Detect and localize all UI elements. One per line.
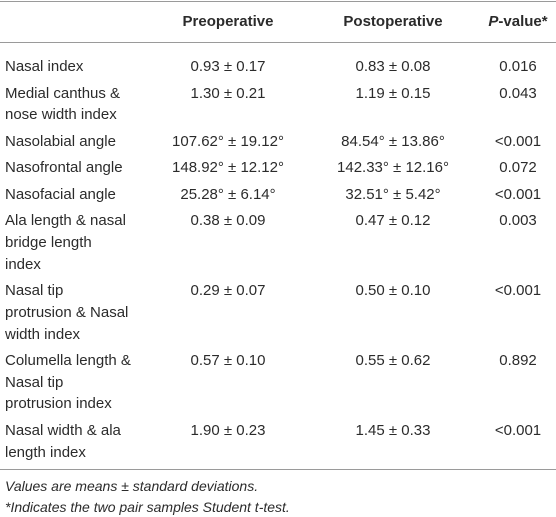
p-value: 0.003: [499, 212, 537, 230]
postoperative-value: 0.47 ± 0.12: [355, 212, 431, 230]
postoperative-value: 1.45 ± 0.33: [355, 421, 431, 439]
preoperative-value: 0.93 ± 0.17: [190, 58, 266, 75]
p-value: <0.001: [494, 282, 542, 300]
preoperative-value: 0.57 ± 0.10: [190, 352, 266, 369]
header-p-value: P-value*: [488, 12, 547, 32]
row-label: Nasofacial angle: [5, 185, 116, 203]
row-label: Nasal tip: [5, 282, 64, 300]
row-label: bridge length: [5, 233, 92, 251]
row-label: Columella length &: [5, 352, 131, 369]
header-p-rest: -value*: [498, 13, 548, 30]
p-value: <0.001: [494, 132, 542, 150]
postoperative-value: 0.50 ± 0.10: [355, 282, 431, 300]
row-label: Nasolabial angle: [5, 132, 116, 150]
preoperative-value: 148.92° ± 12.12°: [172, 159, 284, 177]
bottom-rule: [0, 469, 556, 470]
row-label: Nasal index: [5, 58, 84, 75]
postoperative-value: 0.83 ± 0.08: [355, 58, 431, 75]
row-label: nose width index: [5, 106, 117, 124]
p-value: 0.043: [499, 84, 537, 102]
header-rule: [0, 42, 556, 43]
preoperative-value: 1.90 ± 0.23: [190, 421, 266, 439]
preoperative-value: 107.62° ± 19.12°: [172, 132, 284, 150]
row-label: length index: [5, 443, 86, 461]
header-p-italic: P: [488, 13, 499, 30]
row-label: index: [5, 255, 41, 273]
p-value: 0.016: [499, 58, 537, 75]
row-label: Nasal tip: [5, 373, 64, 391]
header-postoperative: Postoperative: [343, 13, 443, 30]
postoperative-value: 32.51° ± 5.42°: [345, 185, 441, 203]
p-value: 0.072: [499, 159, 537, 177]
top-rule: [0, 1, 556, 2]
row-label: protrusion & Nasal: [5, 303, 129, 321]
p-value: 0.892: [499, 352, 537, 369]
postoperative-value: 142.33° ± 12.16°: [337, 159, 449, 177]
row-label: width index: [5, 325, 81, 343]
row-label: Ala length & nasal: [5, 212, 126, 230]
preoperative-value: 1.30 ± 0.21: [190, 84, 266, 102]
p-value: <0.001: [494, 421, 542, 439]
postoperative-value: 0.55 ± 0.62: [355, 352, 431, 369]
preoperative-value: 25.28° ± 6.14°: [180, 185, 276, 203]
preoperative-value: 0.38 ± 0.09: [190, 212, 266, 230]
row-label: Nasal width & ala: [5, 421, 121, 439]
row-label: protrusion index: [5, 395, 112, 413]
header-preoperative: Preoperative: [182, 13, 274, 30]
postoperative-value: 1.19 ± 0.15: [355, 84, 431, 102]
preoperative-value: 0.29 ± 0.07: [190, 282, 266, 300]
row-label: Medial canthus &: [5, 84, 121, 102]
footnote: *Indicates the two pair samples Student …: [5, 499, 290, 515]
postoperative-value: 84.54° ± 13.86°: [341, 132, 445, 150]
footnote: Values are means ± standard deviations.: [5, 478, 259, 494]
p-value: <0.001: [494, 185, 542, 203]
row-label: Nasofrontal angle: [5, 159, 123, 177]
